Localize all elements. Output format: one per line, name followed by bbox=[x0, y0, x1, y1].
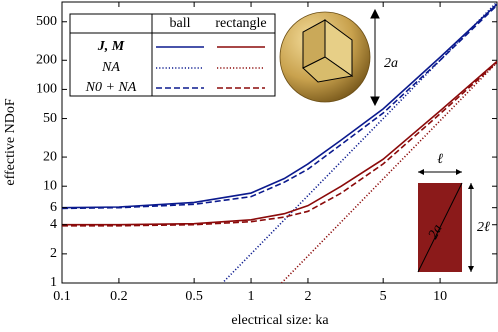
y-axis-label: effective NDoF bbox=[3, 98, 18, 185]
series-line bbox=[62, 61, 497, 227]
x-tick-label: 1 bbox=[248, 289, 255, 304]
curves bbox=[62, 2, 497, 283]
y-tick-label: 10 bbox=[43, 178, 57, 193]
legend-row-label: J, M bbox=[97, 39, 125, 54]
height-label: 2ℓ bbox=[477, 220, 490, 235]
y-tick-label: 4 bbox=[50, 217, 57, 232]
y-tick-label: 100 bbox=[36, 82, 57, 97]
legend-header: ball bbox=[170, 16, 191, 31]
series-line bbox=[62, 60, 497, 226]
legend-row-label: N0 + NA bbox=[85, 80, 137, 95]
x-tick-label: 0.2 bbox=[110, 289, 128, 304]
sphere-size-label: 2a bbox=[384, 56, 398, 71]
series-line bbox=[62, 3, 497, 209]
legend-header: rectangle bbox=[215, 16, 266, 31]
y-tick-label: 500 bbox=[36, 14, 57, 29]
sphere-illustration bbox=[279, 11, 371, 103]
width-label: ℓ bbox=[437, 152, 443, 167]
diagonal-label: 2a bbox=[426, 222, 446, 241]
y-tick-label: 20 bbox=[43, 149, 57, 164]
y-tick-label: 2 bbox=[50, 246, 57, 261]
y-tick-label: 6 bbox=[50, 200, 57, 215]
x-axis-label: electrical size: ka bbox=[231, 313, 329, 328]
series-line bbox=[62, 4, 497, 210]
y-tick-label: 1 bbox=[50, 275, 57, 290]
legend-row-label: NA bbox=[101, 60, 120, 75]
plot-frame bbox=[61, 1, 498, 284]
rectangle-illustration bbox=[417, 169, 474, 273]
series-line bbox=[223, 2, 497, 282]
y-tick-label: 50 bbox=[43, 111, 57, 126]
x-tick-label: 0.1 bbox=[53, 289, 71, 304]
y-tick-label: 200 bbox=[36, 52, 57, 67]
x-tick-label: 2 bbox=[304, 289, 311, 304]
x-tick-label: 5 bbox=[380, 289, 387, 304]
dimension-arrow bbox=[370, 8, 380, 107]
x-tick-label: 10 bbox=[433, 289, 447, 304]
x-tick-label: 0.5 bbox=[185, 289, 203, 304]
legend-frame bbox=[69, 13, 276, 97]
